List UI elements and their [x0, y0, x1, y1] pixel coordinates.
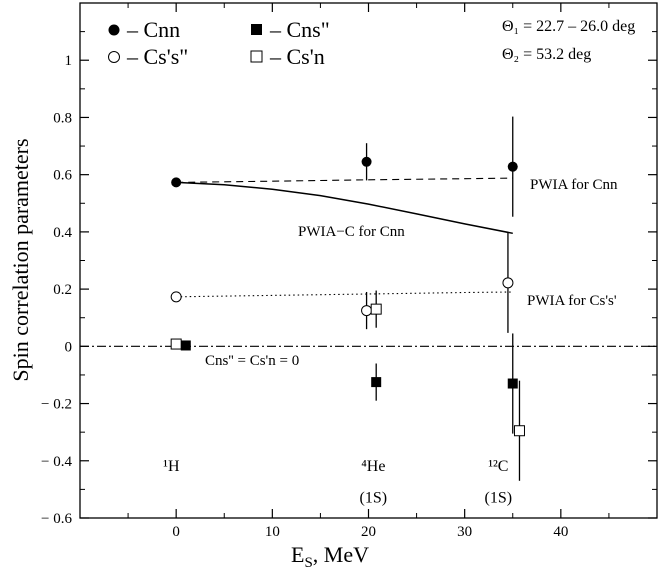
- y-tick-label: − 0.4: [41, 454, 72, 470]
- y-tick-label: 0.2: [53, 282, 72, 298]
- data-point-csn: [513, 425, 525, 437]
- theta1-annotation: Θ₁ = 22.7 – 26.0 deg: [502, 18, 635, 35]
- curve-label-pwia-cnn: PWIA for Cnn: [530, 177, 618, 193]
- y-tick-label: 1: [65, 53, 73, 69]
- legend-marker-cnn: [108, 24, 120, 36]
- y-tick-label: 0: [65, 339, 73, 355]
- legend-marker-css: [108, 51, 120, 63]
- x-tick-label: 30: [457, 524, 472, 540]
- nucleus-label: ⁴He: [361, 458, 385, 475]
- zero-line-label: Cns'' = Cs'n = 0: [205, 353, 299, 369]
- data-point-csn: [370, 303, 382, 315]
- data-point-cns: [180, 340, 191, 351]
- y-tick-label: 0.8: [53, 110, 72, 126]
- y-tick-label: 0.4: [53, 225, 72, 241]
- x-tick-label: 0: [172, 524, 180, 540]
- axis-ticks: 0 10 20 30 40 − 0.6 − 0.4 − 0.2 0 0.2 0.4 0.6 0.8 1: [41, 3, 657, 540]
- y-tick-label: − 0.2: [41, 397, 72, 413]
- nucleus-label: ¹²C: [488, 458, 508, 475]
- legend-label-css: – Cs's": [126, 44, 188, 69]
- legend-label-cns: – Cns": [269, 17, 330, 42]
- data-point-css: [170, 291, 182, 303]
- nucleus-label: (1S): [360, 489, 388, 506]
- error-bars: [365, 116, 521, 481]
- legend-marker-csn: [250, 50, 263, 63]
- legend: – Cnn – Cns" – Cs's" – Cs'n: [108, 17, 330, 69]
- x-tick-label: 20: [361, 524, 376, 540]
- x-axis-title: ES, MeV: [291, 542, 369, 571]
- legend-label-csn: – Cs'n: [269, 44, 325, 69]
- y-tick-label: 0.6: [53, 168, 72, 184]
- nucleus-label: (1S): [485, 489, 513, 506]
- legend-label-cnn: – Cnn: [126, 17, 180, 42]
- nucleus-label: ¹H: [163, 458, 180, 475]
- data-point-css: [361, 305, 373, 317]
- x-tick-label: 10: [265, 524, 280, 540]
- data-point-csn: [170, 338, 182, 350]
- nucleus-labels: ¹H ⁴He (1S) ¹²C (1S): [163, 458, 512, 506]
- plot-frame: [79, 2, 658, 519]
- theta2-annotation: Θ₂ = 53.2 deg: [502, 46, 591, 63]
- curve-label-pwia-css: PWIA for Cs's': [527, 293, 617, 309]
- curve-label-pwiac-cnn: PWIA−C for Cnn: [298, 224, 405, 240]
- data-point-cnn: [171, 177, 182, 188]
- data-point-cns: [371, 377, 382, 388]
- curve-dashed: [176, 177, 513, 183]
- legend-marker-cns: [251, 24, 262, 35]
- data-point-cnn: [507, 161, 518, 172]
- data-point-css: [502, 277, 514, 289]
- y-axis-title: Spin correlation parameters: [8, 138, 33, 381]
- curve-dotted: [176, 291, 513, 298]
- data-markers: [170, 156, 525, 437]
- curve-solid: [176, 181, 513, 235]
- data-point-cnn: [361, 156, 372, 167]
- data-point-cns: [507, 378, 518, 389]
- theory-curves: [80, 177, 657, 347]
- x-tick-label: 40: [553, 524, 568, 540]
- y-tick-label: − 0.6: [41, 511, 72, 527]
